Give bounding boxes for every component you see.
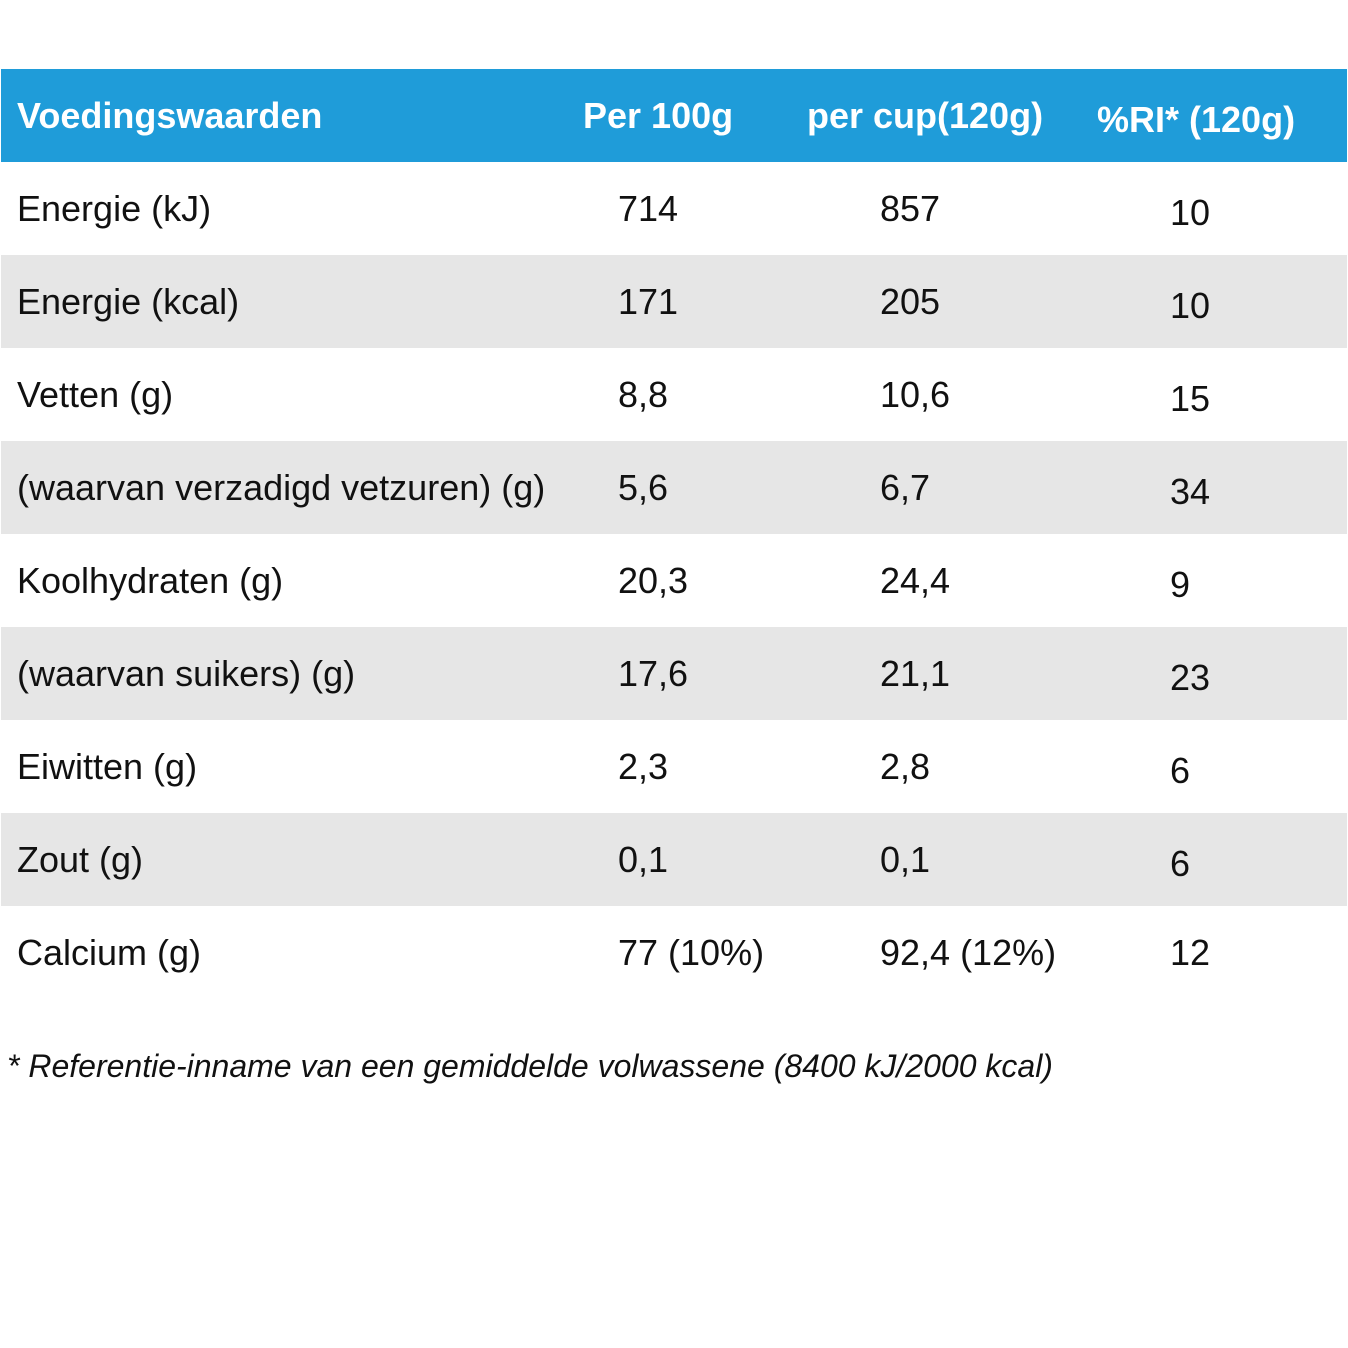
footnote: * Referentie-inname van een gemiddelde v… — [7, 1048, 1053, 1084]
table-row: Eiwitten (g) 2,3 2,8 6 — [1, 720, 1347, 813]
row-per-cup: 92,4 (12%) — [880, 932, 1057, 973]
row-ri: 6 — [1170, 750, 1191, 791]
row-name: Eiwitten (g) — [17, 746, 198, 787]
row-ri: 10 — [1170, 192, 1211, 233]
header-name: Voedingswaarden — [17, 95, 323, 136]
row-per-cup: 857 — [880, 188, 941, 229]
header-ri: %RI* (120g) — [1097, 99, 1296, 140]
row-name: Energie (kJ) — [17, 188, 212, 229]
header-per-cup: per cup(120g) — [807, 95, 1044, 136]
table-row: Zout (g) 0,1 0,1 6 — [1, 813, 1347, 906]
row-ri: 6 — [1170, 843, 1191, 884]
nutrition-table: Voedingswaarden Per 100g per cup(120g) %… — [1, 69, 1347, 999]
row-per-cup: 10,6 — [880, 374, 951, 415]
row-name: Vetten (g) — [17, 374, 174, 415]
row-per100: 2,3 — [618, 746, 669, 787]
row-per100: 5,6 — [618, 467, 669, 508]
row-ri: 9 — [1170, 564, 1191, 605]
row-name: Zout (g) — [17, 839, 144, 880]
row-per100: 0,1 — [618, 839, 669, 880]
row-per-cup: 24,4 — [880, 560, 951, 601]
table-row: (waarvan verzadigd vetzuren) (g) 5,6 6,7… — [1, 441, 1347, 534]
row-per100: 20,3 — [618, 560, 689, 601]
row-ri: 15 — [1170, 378, 1211, 419]
table-row: Calcium (g) 77 (10%) 92,4 (12%) 12 — [1, 906, 1347, 999]
row-per100: 171 — [618, 281, 679, 322]
row-per100: 17,6 — [618, 653, 689, 694]
row-name: (waarvan suikers) (g) — [17, 653, 356, 694]
row-per-cup: 2,8 — [880, 746, 931, 787]
row-ri: 34 — [1170, 471, 1211, 512]
table-row: (waarvan suikers) (g) 17,6 21,1 23 — [1, 627, 1347, 720]
header-per100: Per 100g — [583, 95, 734, 136]
row-per100: 77 (10%) — [618, 932, 765, 973]
row-per-cup: 205 — [880, 281, 941, 322]
table-row: Energie (kcal) 171 205 10 — [1, 255, 1347, 348]
row-ri: 12 — [1170, 932, 1211, 973]
row-name: (waarvan verzadigd vetzuren) (g) — [17, 467, 546, 508]
row-ri: 10 — [1170, 285, 1211, 326]
row-name: Calcium (g) — [17, 932, 202, 973]
table-row: Energie (kJ) 714 857 10 — [1, 162, 1347, 255]
table-row: Vetten (g) 8,8 10,6 15 — [1, 348, 1347, 441]
row-per-cup: 21,1 — [880, 653, 951, 694]
table-header: Voedingswaarden Per 100g per cup(120g) %… — [1, 69, 1347, 162]
table-row: Koolhydraten (g) 20,3 24,4 9 — [1, 534, 1347, 627]
row-name: Koolhydraten (g) — [17, 560, 284, 601]
row-per-cup: 6,7 — [880, 467, 931, 508]
row-per-cup: 0,1 — [880, 839, 931, 880]
row-per100: 714 — [618, 188, 679, 229]
row-name: Energie (kcal) — [17, 281, 240, 322]
row-per100: 8,8 — [618, 374, 669, 415]
row-ri: 23 — [1170, 657, 1211, 698]
